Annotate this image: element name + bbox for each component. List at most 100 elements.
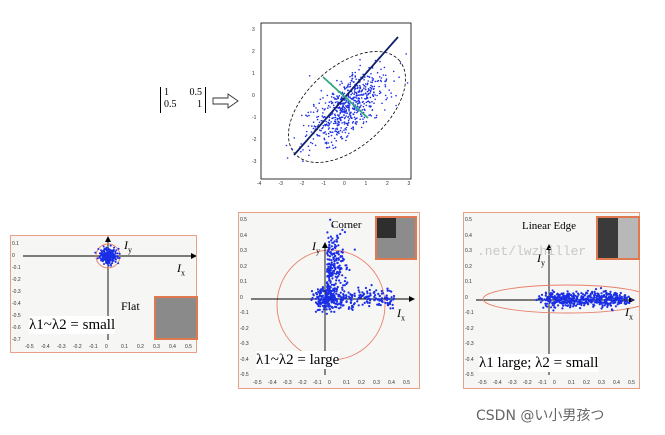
scatter-point <box>584 302 587 305</box>
scatter-point <box>314 310 317 313</box>
tick-label: 0.4 <box>240 232 247 239</box>
scatter-point <box>335 251 338 255</box>
scatter-point <box>603 294 606 297</box>
scatter-point <box>388 302 392 306</box>
scatter-point <box>339 109 342 111</box>
scatter-point <box>324 108 326 110</box>
scatter-point <box>109 263 112 266</box>
scatter-point <box>345 101 347 103</box>
scatter-point <box>326 268 329 271</box>
scatter-point <box>544 302 547 305</box>
scatter-point <box>611 299 614 302</box>
scatter-point <box>336 124 339 127</box>
scatter-point <box>329 218 332 221</box>
scatter-point <box>345 266 349 269</box>
tick-label: -0.3 <box>465 341 474 347</box>
scatter-point <box>369 105 372 107</box>
tick-label: 1 <box>252 71 255 77</box>
scatter-point <box>330 245 333 248</box>
scatter-point <box>334 259 337 262</box>
scatter-point <box>310 131 313 133</box>
scatter-point <box>341 248 344 251</box>
scatter-point <box>398 76 400 78</box>
scatter-point <box>114 257 116 260</box>
scatter-point <box>375 289 378 292</box>
scatter-point <box>307 125 310 127</box>
scatter-point <box>353 90 356 92</box>
scatter-point <box>339 291 342 294</box>
scatter-point <box>327 305 330 308</box>
scatter-point <box>576 300 579 303</box>
scatter-point <box>334 299 337 302</box>
scatter-point <box>586 289 589 292</box>
scatter-point <box>326 281 329 284</box>
scatter-point <box>350 93 352 96</box>
scatter-point <box>117 257 120 260</box>
scatter-point <box>580 292 583 295</box>
scatter-point <box>311 296 314 300</box>
scatter-point <box>374 80 377 83</box>
scatter-point <box>372 94 374 97</box>
scatter-point <box>373 87 375 90</box>
scatter-point <box>370 284 373 287</box>
scatter-point <box>337 293 340 296</box>
scatter-point <box>374 94 376 96</box>
scatter-point <box>325 133 327 135</box>
scatter-point <box>579 307 582 310</box>
scatter-point <box>334 97 336 100</box>
scatter-point <box>341 228 344 231</box>
scatter-point <box>313 105 315 107</box>
tick-label: -3 <box>278 181 283 187</box>
scatter-point <box>334 122 337 125</box>
scatter-point <box>621 299 624 302</box>
scatter-point <box>355 109 358 111</box>
scatter-point <box>340 102 343 105</box>
scatter-point <box>339 83 341 86</box>
tick-label: 0.5 <box>465 217 472 223</box>
tick-label: -0.3 <box>12 289 21 295</box>
scatter-point <box>347 291 350 294</box>
flat-iy-label: Iy <box>124 238 132 255</box>
scatter-point <box>307 111 309 114</box>
scatter-point <box>562 296 565 299</box>
scatter-point <box>312 111 315 114</box>
scatter-point <box>545 302 549 305</box>
scatter-point <box>386 97 388 99</box>
scatter-point <box>101 253 104 256</box>
scatter-point <box>363 296 366 299</box>
scatter-point <box>378 85 380 88</box>
scatter-point <box>326 295 329 298</box>
scatter-point <box>308 75 311 77</box>
scatter-point <box>351 306 355 309</box>
tick-label: 2 <box>386 181 389 187</box>
scatter-point <box>359 84 361 87</box>
scatter-point <box>336 101 338 103</box>
scatter-point <box>368 305 371 308</box>
scatter-point <box>358 90 361 93</box>
scatter-point <box>334 116 337 119</box>
scatter-point <box>341 274 344 277</box>
scatter-point <box>597 293 600 296</box>
scatter-point <box>341 286 344 289</box>
scatter-point <box>351 92 354 94</box>
scatter-point <box>332 147 335 150</box>
tick-label: 3 <box>407 181 411 187</box>
scatter-point <box>302 149 304 151</box>
scatter-point <box>553 306 556 309</box>
scatter-point <box>386 287 389 290</box>
scatter-point <box>354 71 356 74</box>
scatter-point <box>551 289 554 292</box>
scatter-point <box>354 76 356 78</box>
scatter-point <box>330 239 333 242</box>
scatter-point <box>328 122 330 124</box>
scatter-point <box>327 292 330 296</box>
scatter-point <box>345 99 348 102</box>
scatter-point <box>336 261 339 264</box>
scatter-point <box>106 251 109 254</box>
scatter-points <box>535 287 633 312</box>
scatter-point <box>355 117 357 120</box>
scatter-point <box>333 243 337 246</box>
scatter-point <box>349 83 351 86</box>
scatter-point <box>353 248 356 251</box>
scatter-point <box>285 144 288 147</box>
